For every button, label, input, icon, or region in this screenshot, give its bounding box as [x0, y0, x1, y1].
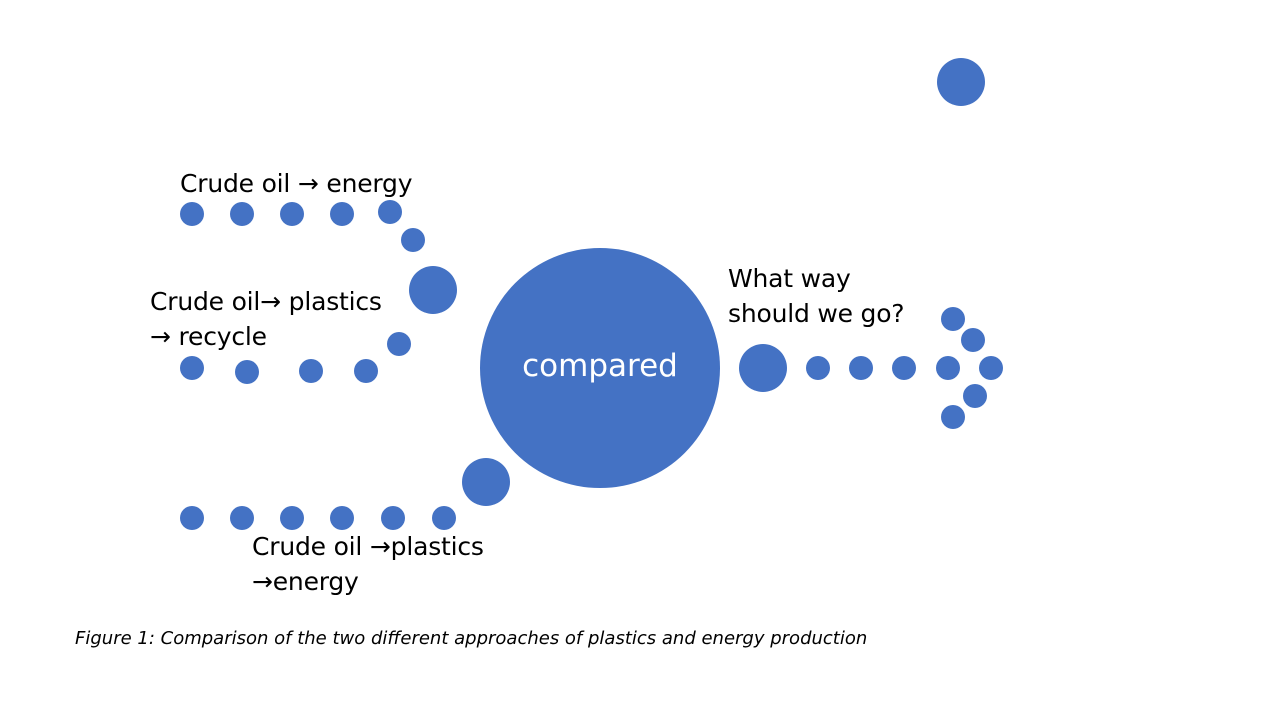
center-circle-label: compared	[522, 348, 678, 384]
bottom-path-dot-6	[432, 506, 456, 530]
middle-path-dot-1	[180, 356, 204, 380]
output-dot-3	[892, 356, 916, 380]
output-dot-1	[806, 356, 830, 380]
figure-caption: Figure 1: Comparison of the two differen…	[75, 628, 868, 649]
top-path-dot-3	[280, 202, 304, 226]
path-recycle-label: Crude oil→ plastics → recycle	[150, 284, 382, 354]
upper-merge-dot	[409, 266, 457, 314]
output-dot-4	[936, 356, 960, 380]
lower-merge-dot	[462, 458, 510, 506]
middle-path-dot-2	[235, 360, 259, 384]
top-path-dot-1	[180, 202, 204, 226]
bottom-path-dot-1	[180, 506, 204, 530]
bottom-path-dot-4	[330, 506, 354, 530]
middle-path-dot-4	[354, 359, 378, 383]
middle-path-dot-6	[387, 332, 411, 356]
path-energy-label: Crude oil → energy	[180, 166, 413, 201]
bottom-path-dot-5	[381, 506, 405, 530]
path-recycle-label-line-2: → recycle	[150, 322, 267, 351]
top-path-dot-4	[330, 202, 354, 226]
dots-layer	[180, 58, 1003, 530]
middle-path-dot-3	[299, 359, 323, 383]
top-path-dot-5	[378, 200, 402, 224]
arrowhead-upper-dot-2	[961, 328, 985, 352]
path-plastics-energy-label-line-1: Crude oil →plastics	[252, 532, 484, 561]
question-label: What way should we go?	[728, 261, 905, 331]
center-circle	[480, 248, 720, 488]
top-path-dot-6	[401, 228, 425, 252]
bottom-path-dot-2	[230, 506, 254, 530]
path-plastics-energy-label-line-2: →energy	[252, 567, 359, 596]
arrowhead-upper-dot-1	[941, 307, 965, 331]
path-energy-label-line-1: Crude oil → energy	[180, 169, 413, 198]
arrowhead-lower-dot-2	[963, 384, 987, 408]
arrowhead-tip-dot	[979, 356, 1003, 380]
path-plastics-energy-label: Crude oil →plastics →energy	[252, 529, 484, 599]
output-dot-large	[739, 344, 787, 392]
question-label-line-2: should we go?	[728, 299, 905, 328]
top-path-dot-2	[230, 202, 254, 226]
output-dot-2	[849, 356, 873, 380]
bottom-path-dot-3	[280, 506, 304, 530]
path-recycle-label-line-1: Crude oil→ plastics	[150, 287, 382, 316]
question-label-line-1: What way	[728, 264, 851, 293]
arrowhead-lower-dot-1	[941, 405, 965, 429]
top-right-dot	[937, 58, 985, 106]
